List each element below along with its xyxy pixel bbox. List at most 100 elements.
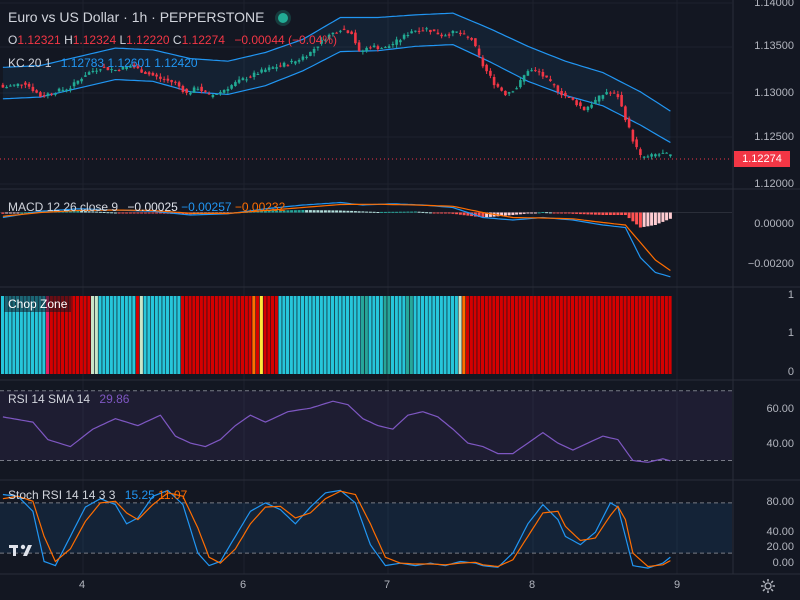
candle-body — [264, 69, 267, 72]
chop-zone-bar — [646, 296, 650, 374]
candle-body — [61, 89, 65, 91]
symbol-title[interactable]: Euro vs US Dollar · 1h · PEPPERSTONE — [8, 9, 265, 25]
candle — [76, 80, 80, 85]
macd-hist-bar — [20, 212, 24, 214]
candlestick-series[interactable] — [1, 25, 672, 160]
macd-legend[interactable]: MACD 12 26 close 9 −0.00025 −0.00257 −0.… — [8, 200, 285, 214]
macd-hist-bar — [563, 212, 567, 214]
chop-zone-bar — [601, 296, 605, 374]
stoch-rsi-legend[interactable]: Stoch RSI 14 14 3 3 15.25 11.07 — [8, 488, 187, 502]
candle — [507, 91, 511, 96]
chop-zone-bar — [237, 296, 241, 374]
candle-body — [462, 33, 466, 35]
candle — [661, 149, 665, 154]
macd-hist-bar — [342, 210, 346, 213]
candle — [192, 85, 196, 93]
candle-body — [481, 57, 485, 67]
chop-zone-bar — [124, 296, 128, 374]
candle — [399, 38, 402, 46]
price-tick: 1.14000 — [754, 0, 794, 9]
candle-body — [406, 35, 410, 36]
candle — [616, 90, 620, 100]
candle — [432, 29, 436, 32]
chop-zone-bar — [664, 296, 668, 374]
candle — [80, 77, 83, 84]
candle-body — [564, 92, 567, 96]
candle-body — [39, 92, 42, 97]
candle — [159, 73, 162, 82]
chop-zone-bar — [109, 296, 113, 374]
chop-zone-bar — [511, 296, 515, 374]
macd-hist-bar — [121, 212, 125, 214]
chop-zone-pane[interactable] — [1, 296, 672, 374]
candle — [226, 86, 230, 94]
candle — [425, 26, 428, 32]
rsi-legend[interactable]: RSI 14 SMA 14 29.86 — [8, 392, 129, 406]
candle — [669, 154, 672, 158]
macd-signal-value: −0.00232 — [234, 200, 286, 214]
chop-zone-bar — [391, 296, 395, 374]
candle-body — [444, 35, 447, 37]
chop-zone-bar — [563, 296, 567, 374]
tradingview-logo-icon[interactable] — [9, 541, 39, 559]
candle — [249, 75, 252, 79]
candle-body — [616, 94, 620, 98]
chop-zone-bar — [533, 296, 537, 374]
candle-body — [174, 81, 177, 83]
chop-zone-bar — [567, 296, 571, 374]
candle — [639, 147, 642, 158]
candle-body — [631, 129, 635, 142]
chop-zone-bar — [582, 296, 586, 374]
macd-hist-bar — [620, 212, 624, 215]
macd-pane[interactable] — [0, 201, 732, 278]
candle-body — [50, 93, 53, 95]
chop-zone-bar — [61, 296, 65, 374]
candle — [597, 95, 601, 105]
candle — [324, 38, 327, 43]
chop-zone-bar — [619, 296, 623, 374]
chop-zone-bar — [466, 296, 470, 374]
macd-hist-bar — [481, 212, 485, 218]
kc-legend[interactable]: KC 20 1 1.12783 1.12601 1.12420 — [8, 56, 198, 70]
candle-body — [147, 72, 151, 75]
chop-zone-legend[interactable]: Chop Zone — [4, 296, 72, 312]
candle-body — [84, 75, 87, 77]
chop-zone-bar — [192, 296, 196, 374]
candle — [35, 89, 38, 94]
gear-icon[interactable] — [760, 578, 776, 594]
candle — [500, 86, 503, 92]
candle — [140, 66, 143, 73]
time-tick: 8 — [529, 579, 536, 591]
chop-zone-bar — [233, 296, 237, 374]
candle-body — [324, 39, 327, 41]
candle — [519, 76, 522, 89]
chop-zone-bar — [154, 296, 158, 374]
macd-hist-bar — [548, 212, 552, 214]
chop-zone-bar — [1, 296, 5, 374]
macd-hist-bar — [383, 211, 387, 213]
candle — [627, 116, 631, 129]
candle-body — [275, 67, 278, 69]
candle — [147, 70, 151, 77]
candle-body — [31, 86, 35, 91]
pane-dividers[interactable] — [0, 0, 800, 575]
candle — [211, 93, 215, 99]
candle — [429, 29, 432, 35]
chop-zone-bar — [226, 296, 230, 374]
stoch-rsi-pane[interactable] — [0, 489, 732, 569]
candle — [470, 37, 473, 41]
macd-line-value: −0.00257 — [181, 200, 232, 214]
candle-body — [301, 56, 305, 60]
chop-zone-bar — [308, 296, 312, 374]
candle — [99, 68, 102, 73]
chop-zone-bar — [46, 296, 50, 374]
stoch-band — [0, 502, 732, 554]
chop-zone-bar — [488, 296, 492, 374]
chop-zone-bar — [514, 296, 518, 374]
chop-zone-bar — [432, 296, 436, 374]
candle — [556, 84, 560, 95]
candle — [275, 63, 278, 72]
rsi-pane[interactable] — [0, 390, 732, 463]
macd-hist-bar — [601, 212, 605, 215]
